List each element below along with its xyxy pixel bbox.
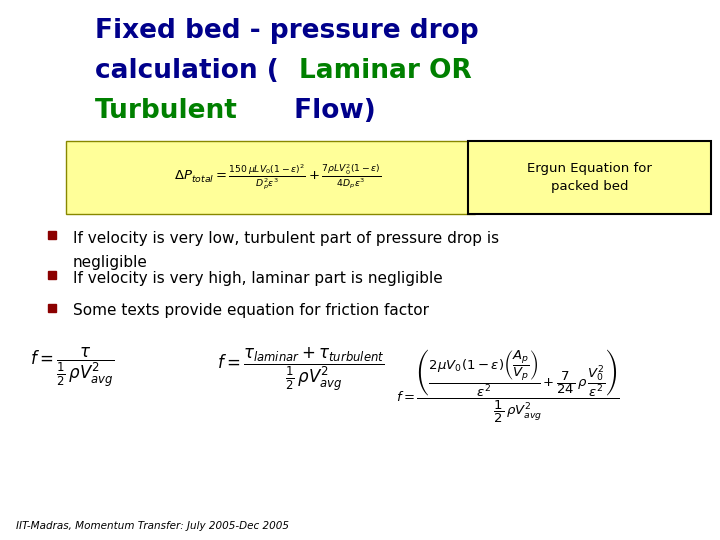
Text: $f = \dfrac{\left(\dfrac{2\mu V_0(1-\varepsilon)\left(\dfrac{A_p}{V_p}\right)}{\: $f = \dfrac{\left(\dfrac{2\mu V_0(1-\var…: [396, 348, 619, 425]
Text: If velocity is very high, laminar part is negligible: If velocity is very high, laminar part i…: [73, 271, 443, 286]
Text: calculation (: calculation (: [94, 58, 279, 84]
Text: $f = \dfrac{\tau_{laminar} + \tau_{turbulent}}{\frac{1}{2}\,\rho V_{avg}^2}$: $f = \dfrac{\tau_{laminar} + \tau_{turbu…: [217, 345, 384, 393]
Text: negligible: negligible: [73, 255, 148, 271]
Text: Some texts provide equation for friction factor: Some texts provide equation for friction…: [73, 303, 429, 318]
Text: IIT-Madras, Momentum Transfer: July 2005-Dec 2005: IIT-Madras, Momentum Transfer: July 2005…: [16, 521, 289, 531]
Text: Fixed bed - pressure drop: Fixed bed - pressure drop: [94, 17, 478, 44]
Text: $\Delta P_{total} = \frac{150\,\mu L V_0 (1-\varepsilon)^2}{D_p^2 \varepsilon^3}: $\Delta P_{total} = \frac{150\,\mu L V_0…: [174, 163, 382, 192]
Text: $f = \dfrac{\tau}{\frac{1}{2}\,\rho V_{avg}^2}$: $f = \dfrac{\tau}{\frac{1}{2}\,\rho V_{a…: [30, 345, 114, 389]
Text: Laminar OR: Laminar OR: [299, 58, 472, 84]
Text: Flow): Flow): [284, 98, 375, 124]
FancyBboxPatch shape: [66, 141, 474, 214]
Text: If velocity is very low, turbulent part of pressure drop is: If velocity is very low, turbulent part …: [73, 231, 499, 246]
FancyBboxPatch shape: [467, 141, 711, 214]
Text: Turbulent: Turbulent: [94, 98, 238, 124]
Text: Ergun Equation for
packed bed: Ergun Equation for packed bed: [527, 161, 652, 193]
